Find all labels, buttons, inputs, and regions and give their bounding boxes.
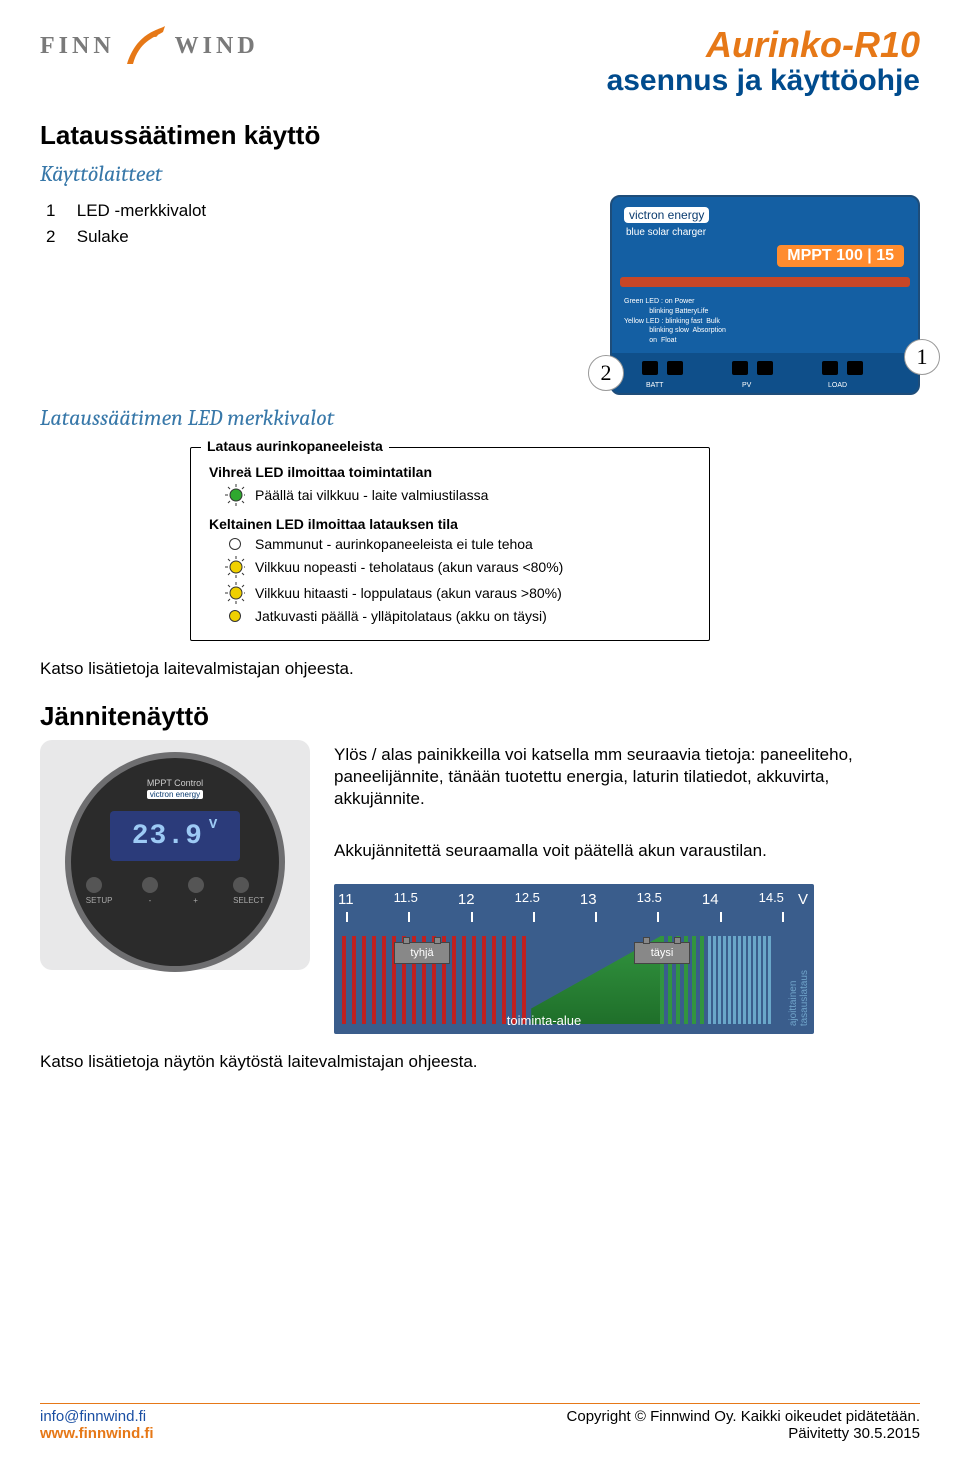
footer-web[interactable]: www.finnwind.fi xyxy=(40,1425,154,1442)
volt-unit: V xyxy=(798,890,808,910)
gauge-brand-label: victron energy xyxy=(147,790,203,799)
led-yellow-title: Keltainen LED ilmoittaa latauksen tila xyxy=(209,516,691,532)
led-row-text: Vilkkuu nopeasti - teholataus (akun vara… xyxy=(255,559,563,575)
led-row: Vilkkuu nopeasti - teholataus (akun vara… xyxy=(225,556,691,578)
device-labels: Green LED : on Power blinking BatteryLif… xyxy=(624,297,726,346)
list-label: LED -merkkivalot xyxy=(77,201,206,220)
device-figure: victron energy blue solar charger MPPT 1… xyxy=(610,195,920,395)
footer: info@finnwind.fi www.finnwind.fi Copyrig… xyxy=(40,1403,920,1442)
footer-copyright: Copyright © Finnwind Oy. Kaikki oikeudet… xyxy=(567,1408,920,1425)
led-row-text: Jatkuvasti päällä - ylläpitolataus (akku… xyxy=(255,608,547,624)
battery-empty-icon: tyhjä xyxy=(394,942,450,964)
port-label: LOAD xyxy=(828,382,847,389)
list-item: 1 LED -merkkivalot xyxy=(46,201,340,221)
subsection-led: Lataussäätimen LED merkkivalot xyxy=(40,405,920,431)
volt-tick: 12 xyxy=(458,890,475,910)
led-row: Jatkuvasti päällä - ylläpitolataus (akku… xyxy=(225,608,691,624)
logo-text-2: WIND xyxy=(175,33,259,60)
charger-image: victron energy blue solar charger MPPT 1… xyxy=(610,195,920,395)
voltage-text: Ylös / alas painikkeilla voi katsella mm… xyxy=(334,740,920,1034)
section-title-voltage: Jännitenäyttö xyxy=(40,701,920,732)
led-green-title: Vihreä LED ilmoittaa toimintatilan xyxy=(209,464,691,480)
gauge-display: 23.9 V xyxy=(110,811,240,861)
volt-side-label: ajoittainen tasauslataus xyxy=(788,970,810,1026)
volt-tick: 13.5 xyxy=(637,890,662,910)
port-label: PV xyxy=(742,382,751,389)
devices-row: 1 LED -merkkivalot 2 Sulake victron ener… xyxy=(40,195,920,395)
gauge-btn-label: - xyxy=(142,896,158,905)
list-label: Sulake xyxy=(77,227,129,246)
led-box-title: Lataus aurinkopaneeleista xyxy=(201,438,389,454)
battery-empty-label: tyhjä xyxy=(410,946,433,960)
volt-cyan-zone xyxy=(708,936,773,1024)
gauge-plus-button[interactable] xyxy=(188,877,204,893)
doc-title-line1: Aurinko-R10 xyxy=(607,24,920,66)
device-brand: victron energy xyxy=(624,207,709,223)
led-off-icon xyxy=(225,538,245,550)
led-row: Päällä tai vilkkuu - laite valmiustilass… xyxy=(225,484,691,506)
gauge-btn-label: SELECT xyxy=(233,896,264,905)
callout-2: 2 xyxy=(588,355,624,391)
led-row: Vilkkuu hitaasti - loppulataus (akun var… xyxy=(225,582,691,604)
led-green-blink-icon xyxy=(225,484,245,506)
gauge-image: MPPT Control victron energy 23.9 V SETUP… xyxy=(40,740,310,970)
led-box: Lataus aurinkopaneeleista Vihreä LED ilm… xyxy=(190,447,710,641)
gauge-top: MPPT Control victron energy xyxy=(71,758,279,799)
led-yellow-blink-fast-icon xyxy=(225,556,245,578)
led-yellow-on-icon xyxy=(225,610,245,622)
list-num: 2 xyxy=(46,227,72,247)
swoosh-icon xyxy=(123,24,167,68)
gauge-btn-label: SETUP xyxy=(86,896,113,905)
port-label: BATT xyxy=(646,382,663,389)
device-mppt: MPPT 100 | 15 xyxy=(777,245,904,267)
gauge-setup-button[interactable] xyxy=(86,877,102,893)
section-title-usage: Lataussäätimen käyttö xyxy=(40,120,920,151)
device-bar xyxy=(620,277,910,287)
footer-divider xyxy=(40,1403,920,1404)
page-header: FINN WIND Aurinko-R10 asennus ja käyttöo… xyxy=(40,24,920,98)
footer-email[interactable]: info@finnwind.fi xyxy=(40,1408,154,1425)
volt-tick: 11.5 xyxy=(394,890,418,910)
gauge-value: 23.9 xyxy=(132,821,203,852)
battery-full-label: täysi xyxy=(651,946,674,960)
gauge-unit: V xyxy=(209,817,218,833)
voltage-p1: Ylös / alas painikkeilla voi katsella mm… xyxy=(334,744,920,810)
voltage-row: MPPT Control victron energy 23.9 V SETUP… xyxy=(40,740,920,1034)
doc-title-line2: asennus ja käyttöohje xyxy=(607,64,920,98)
volt-tick: 14 xyxy=(702,890,719,910)
subsection-devices: Käyttölaitteet xyxy=(40,161,920,187)
volt-scale: 11 11.5 12 12.5 13 13.5 14 14.5 xyxy=(334,890,814,910)
logo: FINN WIND xyxy=(40,24,259,68)
led-row-text: Päällä tai vilkkuu - laite valmiustilass… xyxy=(255,487,488,503)
logo-text-1: FINN xyxy=(40,33,115,60)
volt-range-label: toiminta-alue xyxy=(507,1013,581,1030)
gauge-btn-label: + xyxy=(188,896,204,905)
led-row-text: Sammunut - aurinkopaneeleista ei tule te… xyxy=(255,536,533,552)
list-item: 2 Sulake xyxy=(46,227,340,247)
voltage-chart: 11 11.5 12 12.5 13 13.5 14 14.5 V tyhjä xyxy=(334,884,814,1034)
led-row-text: Vilkkuu hitaasti - loppulataus (akun var… xyxy=(255,585,562,601)
voltage-p2: Akkujännitettä seuraamalla voit päätellä… xyxy=(334,840,920,862)
volt-tick: 14.5 xyxy=(759,890,784,910)
gauge-select-button[interactable] xyxy=(233,877,249,893)
volt-tick: 12.5 xyxy=(515,890,540,910)
device-bottom: BATT PV LOAD xyxy=(612,353,918,393)
list-num: 1 xyxy=(46,201,72,221)
gauge-mppt-label: MPPT Control xyxy=(71,778,279,788)
footer-date: Päivitetty 30.5.2015 xyxy=(567,1425,920,1442)
led-yellow-blink-slow-icon xyxy=(225,582,245,604)
led-row: Sammunut - aurinkopaneeleista ei tule te… xyxy=(225,536,691,552)
callout-1: 1 xyxy=(904,339,940,375)
gauge-minus-button[interactable] xyxy=(142,877,158,893)
volt-tick: 13 xyxy=(580,890,597,910)
device-sub: blue solar charger xyxy=(626,227,706,238)
doc-title: Aurinko-R10 asennus ja käyttöohje xyxy=(607,24,920,98)
device-list: 1 LED -merkkivalot 2 Sulake xyxy=(40,195,340,395)
volt-tick: 11 xyxy=(338,890,354,910)
note-1: Katso lisätietoja laitevalmistajan ohjee… xyxy=(40,659,920,679)
gauge-buttons: SETUP - + SELECT xyxy=(71,877,279,905)
note-2: Katso lisätietoja näytön käytöstä laitev… xyxy=(40,1052,920,1072)
battery-full-icon: täysi xyxy=(634,942,690,964)
